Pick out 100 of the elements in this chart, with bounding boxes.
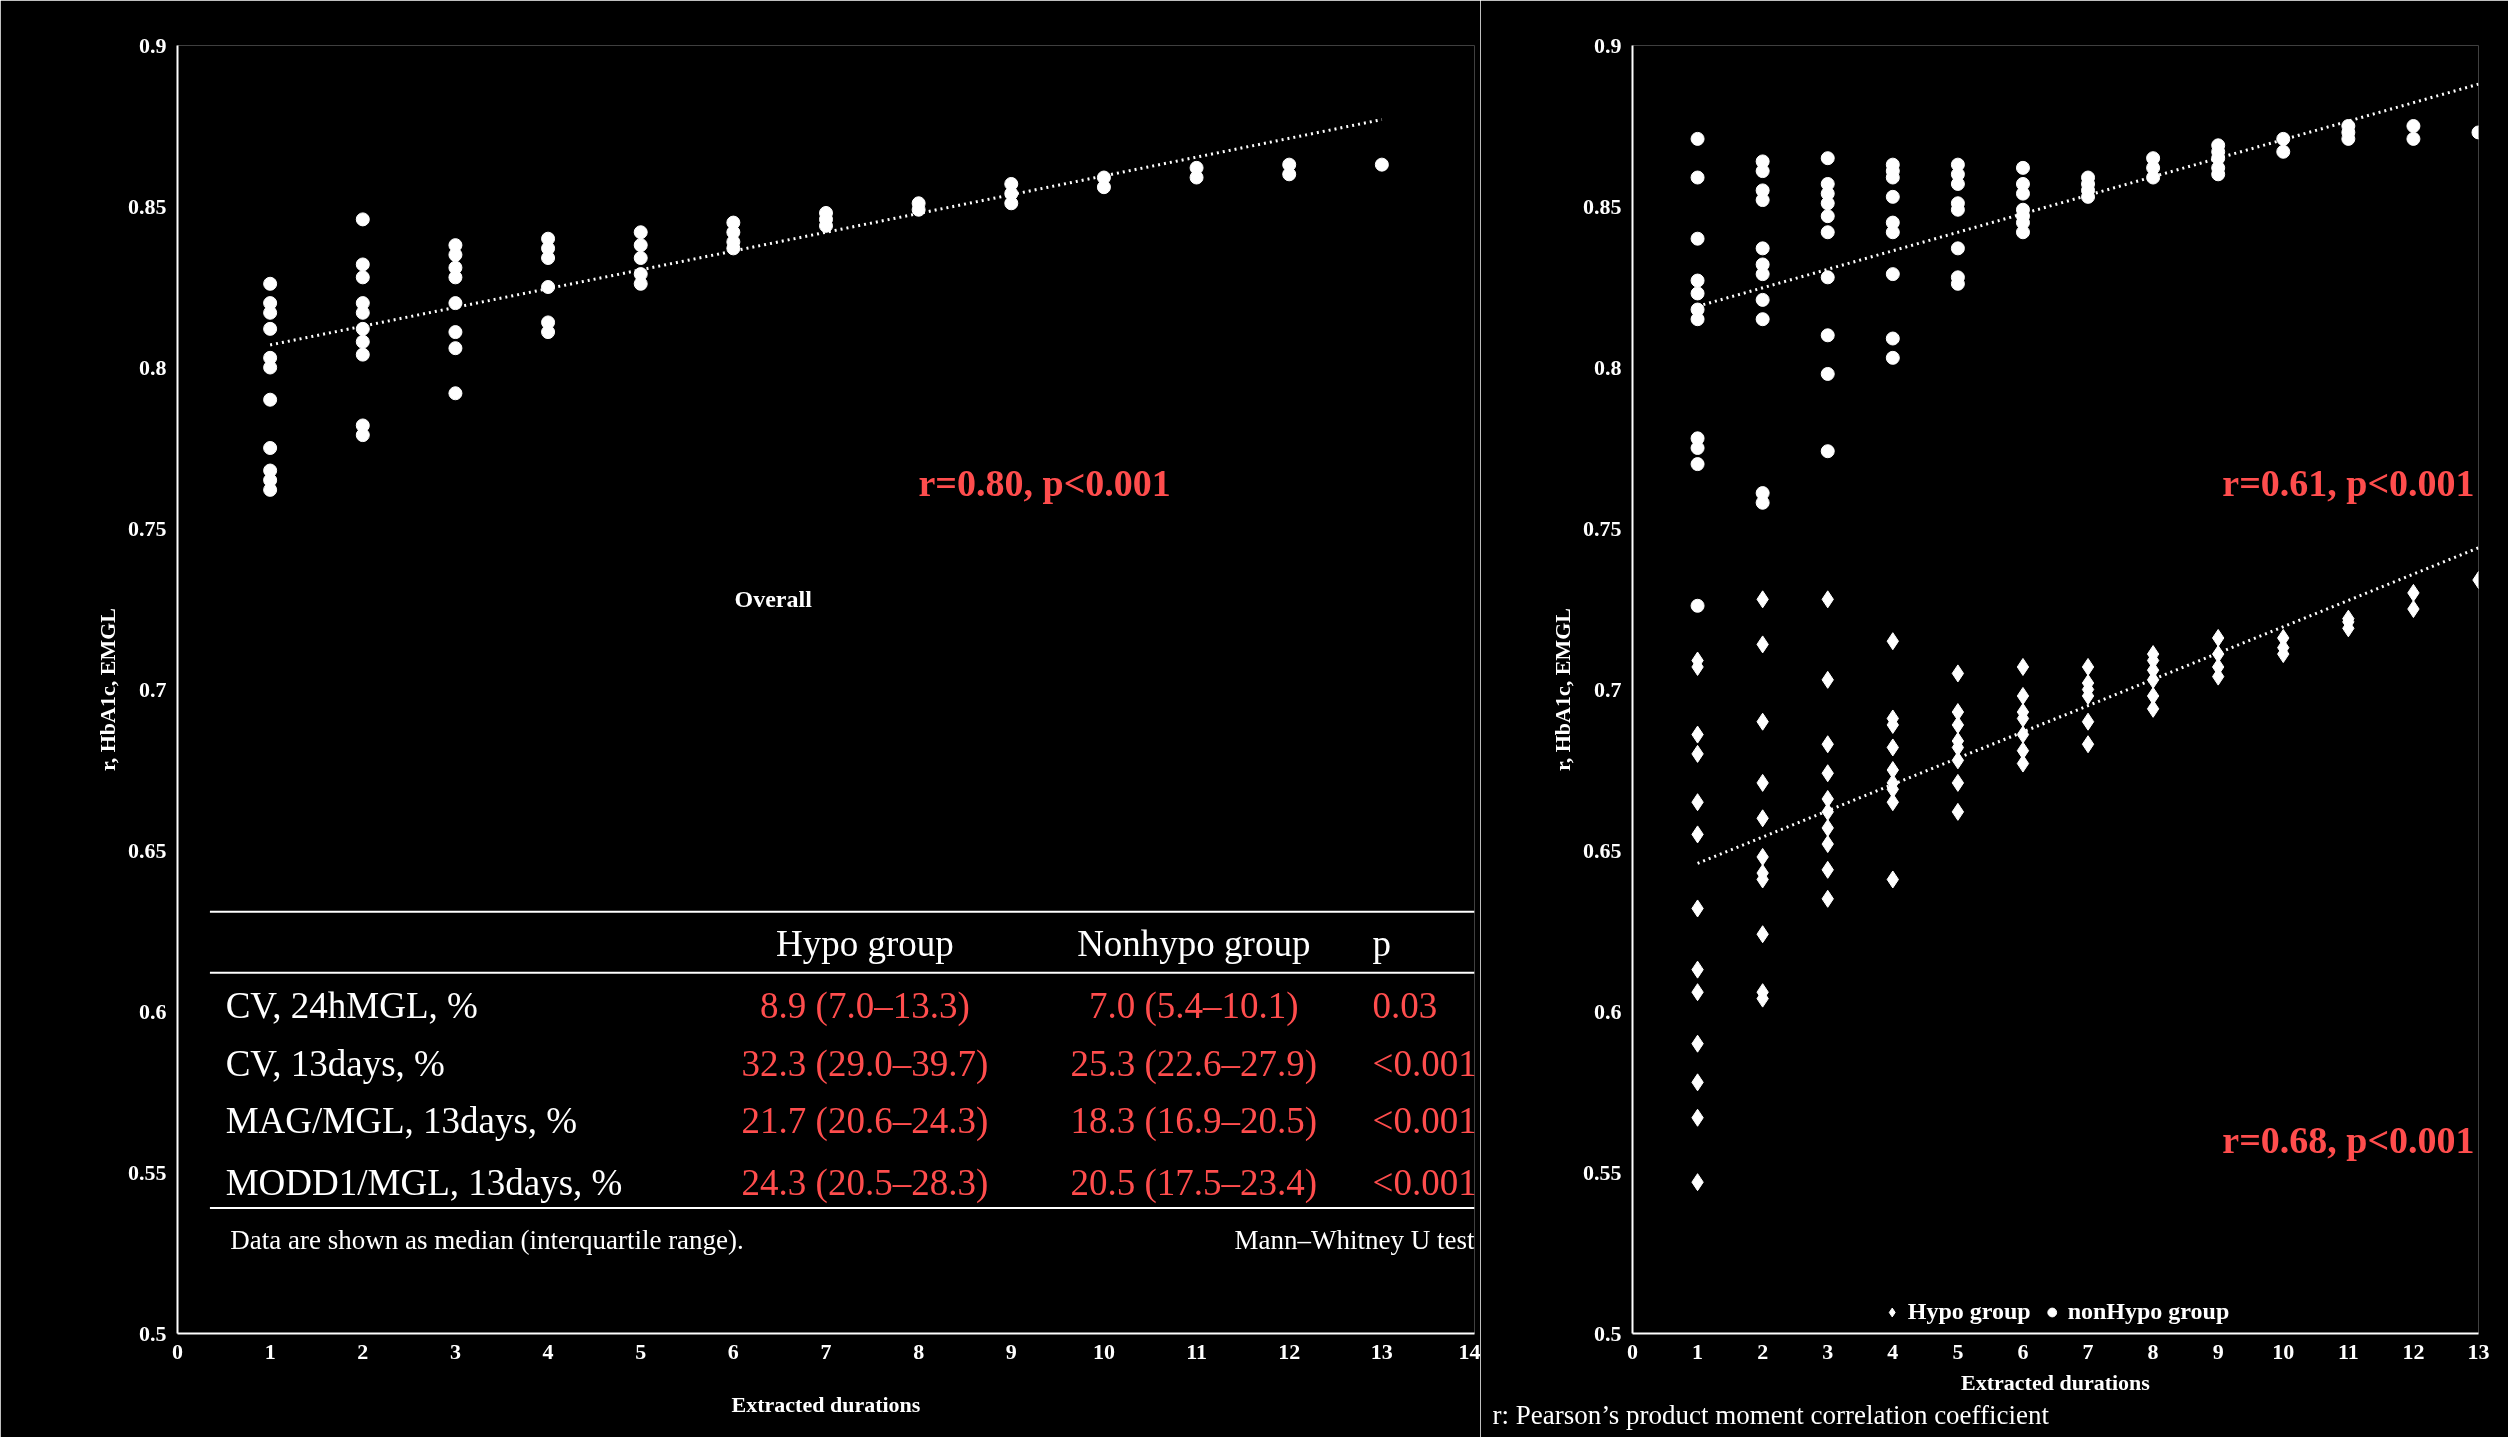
point [1096, 180, 1111, 195]
point [448, 296, 463, 311]
x-tick-label: 8 [913, 1338, 925, 1364]
point [448, 386, 463, 401]
point [633, 225, 648, 240]
point [1282, 167, 1297, 182]
x-tick-label: 8 [2147, 1338, 2159, 1364]
x-tick-label: 9 [1005, 1338, 1017, 1364]
point [1004, 196, 1019, 211]
point [263, 441, 278, 455]
x-tick-label: 1 [264, 1338, 276, 1364]
y-tick-label: 0.7 [139, 676, 167, 702]
point [448, 341, 463, 356]
point [633, 251, 648, 266]
annotation: Mann–Whitney U test [1234, 1225, 1475, 1256]
point [263, 321, 278, 336]
annotation: 7.0 (5.4–10.1) [1088, 984, 1299, 1027]
x-tick-label: 14 [1458, 1338, 1481, 1364]
annotation: 18.3 (16.9–20.5) [1070, 1100, 1318, 1143]
x-tick-label: 2 [357, 1338, 369, 1364]
x-tick-label: 6 [727, 1338, 739, 1364]
x-tick-label: 9 [2212, 1338, 2224, 1364]
y-tick-label: 0.8 [1594, 354, 1622, 380]
y-axis-title: r, HbA1c, EMGL [95, 608, 120, 771]
annotation: <0.001 [1372, 1161, 1477, 1203]
annotation: CV, 13days, % [225, 1042, 445, 1084]
annotation: CV, 24hMGL, % [225, 984, 478, 1026]
y-axis-title: r, HbA1c, EMGL [1550, 608, 1575, 771]
point [355, 321, 370, 336]
annotation: MODD1/MGL, 13days, % [225, 1161, 623, 1203]
x-axis-title: Extracted durations [731, 1391, 921, 1417]
annotation: Nonhypo group [1077, 923, 1311, 965]
x-axis-title: Extracted durations [1961, 1369, 2151, 1395]
y-tick-label: 0.75 [128, 515, 167, 541]
point [1374, 157, 1389, 172]
y-tick-label: 0.85 [128, 193, 167, 219]
point [355, 270, 370, 285]
x-tick-label: 3 [1822, 1338, 1834, 1364]
annotation: 24.3 (20.5–28.3) [741, 1161, 989, 1204]
x-tick-label: 12 [1278, 1338, 1301, 1364]
y-tick-label: 0.55 [128, 1159, 167, 1185]
y-tick-label: 0.7 [1594, 676, 1622, 702]
annotation: 21.7 (20.6–24.3) [741, 1100, 989, 1143]
x-tick-label: 13 [1370, 1338, 1393, 1364]
point [448, 270, 463, 285]
x-tick-label: 0 [1627, 1338, 1638, 1364]
annotation: 32.3 (29.0–39.7) [741, 1042, 989, 1085]
x-tick-label: 6 [2017, 1338, 2029, 1364]
annotation: 20.5 (17.5–23.4) [1070, 1161, 1318, 1204]
y-tick-label: 0.85 [1583, 193, 1622, 219]
annotation: MAG/MGL, 13days, % [225, 1100, 578, 1142]
annotation: 8.9 (7.0–13.3) [760, 984, 970, 1027]
x-tick-label: 12 [2402, 1338, 2425, 1364]
point [541, 280, 556, 294]
x-tick-label: 10 [1092, 1338, 1115, 1364]
x-tick-label: 7 [820, 1338, 832, 1364]
x-tick-label: 11 [2337, 1338, 2359, 1364]
point [541, 251, 556, 266]
point [263, 392, 278, 407]
x-tick-label: 0 [172, 1338, 183, 1364]
y-tick-label: 0.9 [139, 32, 167, 58]
annotation: <0.001 [1372, 1100, 1477, 1142]
point [355, 347, 370, 362]
legend-label: Hypo group [1907, 1298, 2031, 1325]
y-tick-label: 0.65 [128, 837, 167, 863]
annotation: r=0.68, p<0.001 [2222, 1119, 2475, 1162]
point [1189, 170, 1204, 185]
x-tick-label: 10 [2272, 1338, 2295, 1364]
x-tick-label: 1 [1692, 1338, 1704, 1364]
annotation: Data are shown as median (interquartile range). [230, 1225, 744, 1256]
annotation: p [1372, 923, 1392, 965]
x-tick-label: 3 [449, 1338, 461, 1364]
point [355, 212, 370, 227]
y-tick-label: 0.5 [1594, 1320, 1622, 1346]
x-tick-label: 11 [1186, 1338, 1207, 1364]
point [263, 360, 278, 375]
legend-label: nonHypo group [2067, 1298, 2230, 1325]
x-tick-label: 7 [2082, 1338, 2094, 1364]
y-tick-label: 0.65 [1583, 837, 1622, 863]
y-tick-label: 0.9 [1594, 32, 1622, 58]
y-tick-label: 0.5 [139, 1320, 167, 1346]
y-tick-label: 0.8 [139, 354, 167, 380]
y-tick-label: 0.6 [139, 998, 167, 1024]
x-tick-label: 5 [1952, 1338, 1964, 1364]
point [633, 238, 648, 253]
y-tick-label: 0.6 [1594, 998, 1622, 1024]
point [448, 325, 463, 340]
point [355, 257, 370, 272]
annotation: r=0.61, p<0.001 [2222, 462, 2475, 505]
annotation: 0.03 [1372, 984, 1438, 1026]
text: r: Pearson’s product moment correlation coefficient [1492, 1399, 2050, 1430]
annotation: Overall [734, 586, 813, 613]
x-tick-label: 4 [542, 1338, 554, 1364]
x-tick-label: 5 [635, 1338, 647, 1364]
x-tick-label: 13 [2467, 1338, 2490, 1364]
annotation: r=0.80, p<0.001 [918, 462, 1171, 505]
point [355, 334, 370, 349]
annotation: <0.001 [1372, 1042, 1477, 1084]
y-tick-label: 0.75 [1583, 515, 1622, 541]
x-tick-label: 4 [1887, 1338, 1899, 1364]
